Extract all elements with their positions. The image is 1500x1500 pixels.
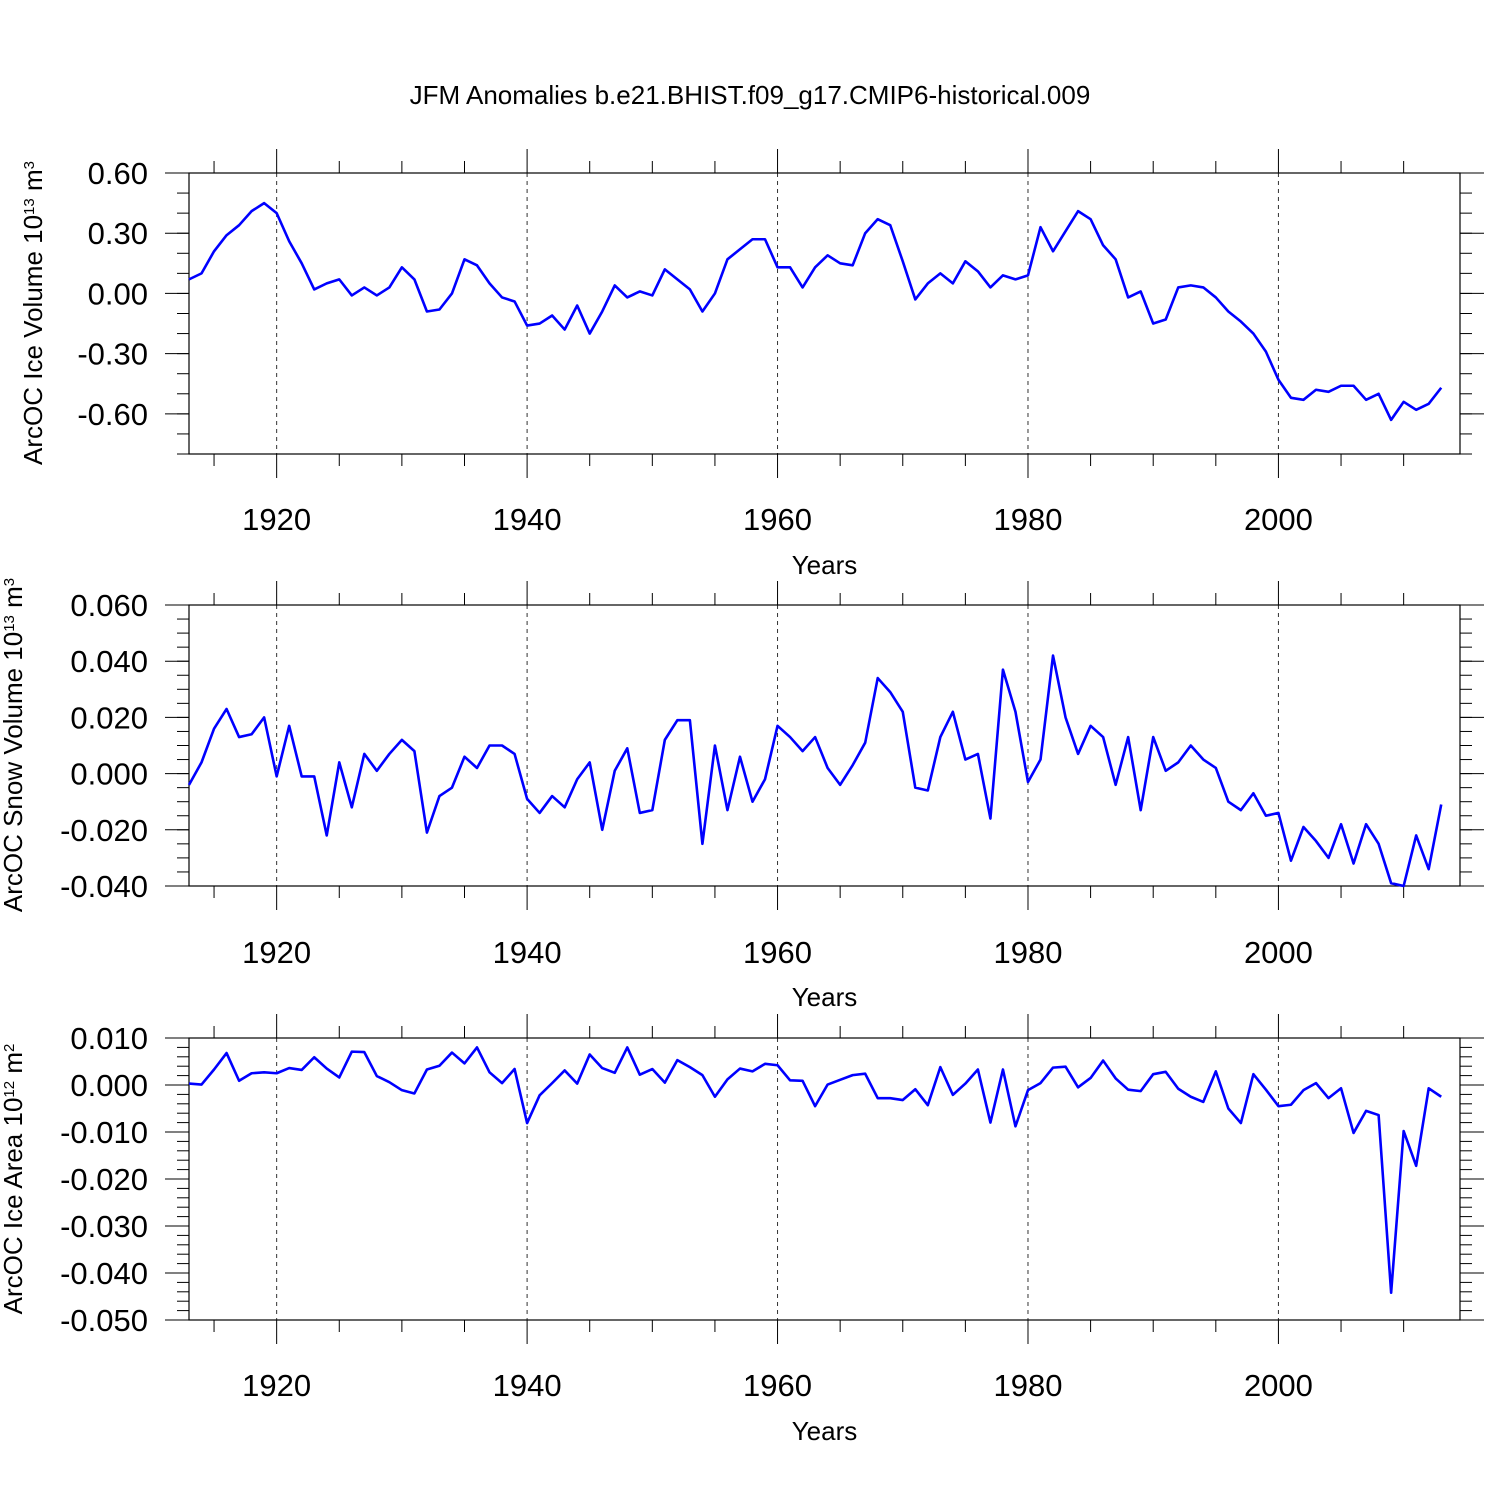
panel-ice-volume: 0.60 0.30 0.00 -0.30 -0.60 1920 1940 1960 1980 20…	[18, 149, 1484, 580]
y-tick-label: -0.030	[60, 1209, 148, 1244]
y-tick-label: 0.60	[88, 156, 148, 191]
y-tick-label: -0.020	[60, 813, 148, 848]
x-tick-label: 1920	[242, 935, 311, 970]
y-tick-label: -0.010	[60, 1115, 148, 1150]
series-line-ice-volume	[188, 201, 1443, 422]
x-axis-label: Years	[792, 550, 858, 580]
y-axis-label: ArcOC Ice Area 1012 m2	[0, 1044, 28, 1315]
y-tick-label: -0.60	[77, 397, 148, 432]
x-tick-label: 2000	[1244, 935, 1313, 970]
y-tick-label: -0.040	[60, 869, 148, 904]
y-tick-label: 0.000	[70, 1068, 148, 1103]
panel-ice-area: 0.010 0.000 -0.010 -0.020 -0.030 -0.040 -0.050…	[0, 1014, 1484, 1446]
x-tick-label: 1920	[242, 1368, 311, 1403]
y-tick-label: 0.000	[70, 757, 148, 792]
y-tick-label: 0.00	[88, 276, 148, 311]
panel-snow-volume: 0.060 0.040 0.020 0.000 -0.020 -0.040 1920 1940…	[0, 578, 1484, 1012]
y-tick-label: -0.050	[60, 1303, 148, 1338]
x-tick-label: 1960	[743, 935, 812, 970]
x-axis-label: Years	[792, 1416, 858, 1446]
y-axis-label: ArcOC Ice Volume 1013 m3	[18, 161, 48, 465]
x-tick-label: 2000	[1244, 502, 1313, 537]
y-tick-label: 0.30	[88, 216, 148, 251]
x-tick-label: 1940	[493, 1368, 562, 1403]
y-tick-label: -0.30	[77, 337, 148, 372]
series-line-snow-volume	[187, 654, 1443, 888]
y-tick-label: 0.040	[70, 644, 148, 679]
x-tick-label: 1940	[493, 502, 562, 537]
x-tick-label: 1960	[743, 1368, 812, 1403]
series-line-ice-area	[188, 1046, 1442, 1295]
x-tick-label: 1980	[994, 935, 1063, 970]
x-tick-label: 1920	[242, 502, 311, 537]
x-tick-label: 2000	[1244, 1368, 1313, 1403]
y-tick-label: -0.040	[60, 1256, 148, 1291]
y-tick-label: 0.020	[70, 700, 148, 735]
y-axis-label: ArcOC Snow Volume 1013 m3	[0, 578, 28, 912]
x-tick-label: 1940	[493, 935, 562, 970]
x-tick-label: 1960	[743, 502, 812, 537]
x-tick-label: 1980	[994, 1368, 1063, 1403]
y-tick-label: -0.020	[60, 1162, 148, 1197]
x-tick-label: 1980	[994, 502, 1063, 537]
y-tick-label: 0.010	[70, 1021, 148, 1056]
x-axis-label: Years	[792, 982, 858, 1012]
figure-title: JFM Anomalies b.e21.BHIST.f09_g17.CMIP6-…	[410, 80, 1091, 110]
panels: 0.60 0.30 0.00 -0.30 -0.60 1920 1940 1960 1980 20…	[0, 149, 1484, 1446]
y-tick-label: 0.060	[70, 588, 148, 623]
